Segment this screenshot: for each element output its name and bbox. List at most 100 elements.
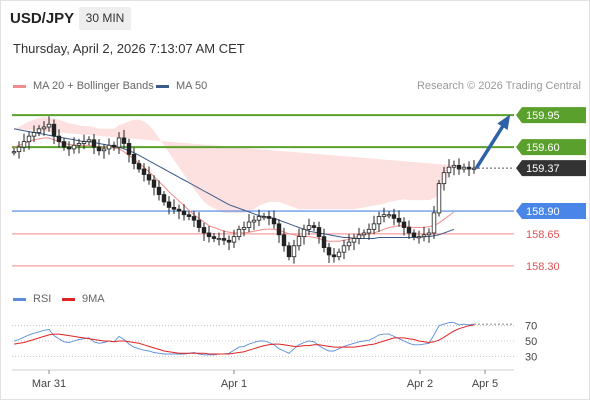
rsi-line (13, 322, 475, 356)
candle-body (426, 232, 432, 236)
level-value-159.95: 159.95 (526, 110, 560, 122)
candle-body (71, 144, 77, 150)
candle-body (101, 148, 107, 152)
candle-body (181, 210, 187, 216)
candle-body (246, 221, 252, 228)
candle-body (346, 241, 352, 247)
legend-ma50: MA 50 (156, 80, 207, 92)
candle-body (31, 132, 37, 137)
candle-body (281, 234, 287, 247)
candle-body (176, 208, 182, 212)
legend-9ma-label: 9MA (82, 293, 105, 305)
legend-rsi: RSI (13, 293, 51, 305)
legend-ma20-swatch (13, 84, 26, 88)
candle-body (401, 221, 407, 228)
candle-body (411, 232, 417, 238)
level-tag-159.37 (516, 160, 586, 177)
candle-body (416, 236, 422, 239)
legend-ma20: MA 20 + Bollinger Bands (13, 80, 154, 92)
level-value-159.60: 159.60 (526, 142, 560, 154)
level-value-158.90: 158.90 (526, 206, 560, 218)
rsi-tick-30: 30 (525, 351, 537, 363)
candle-body (36, 128, 42, 133)
candle-body (331, 254, 337, 258)
candle-body (191, 216, 197, 221)
level-labels-layer: 159.95 159.60 159.37 158.90 158.65 158.30 (516, 107, 586, 273)
legend-rsi-swatch (13, 297, 26, 301)
candle-body (41, 126, 47, 130)
legend-ma50-swatch (156, 84, 169, 88)
candle-body (286, 245, 292, 258)
candle-body (56, 135, 62, 143)
candle-body (301, 228, 307, 238)
candle-body (466, 166, 472, 170)
candle-body (136, 163, 142, 170)
candle-body (171, 206, 177, 210)
candle-body (261, 216, 267, 219)
level-tag-158.90 (516, 203, 586, 220)
candle-body (211, 236, 217, 239)
legend-rsi-label: RSI (33, 293, 52, 305)
candle-body (311, 225, 317, 228)
candle-body (336, 251, 342, 258)
candle-body (206, 232, 212, 238)
level-value-159.37: 159.37 (526, 163, 560, 175)
level-tag-159.60 (516, 139, 586, 156)
candle-body (271, 217, 277, 225)
candle-body (461, 166, 467, 170)
candle-body (141, 168, 147, 175)
candles-layer (11, 116, 477, 264)
interval-badge[interactable]: 30 MIN (79, 7, 131, 30)
credit-text: Research © 2026 Trading Central (416, 80, 581, 92)
candle-body (86, 139, 92, 143)
candle-body (436, 183, 442, 214)
candle-body (451, 164, 457, 168)
candle-body (196, 219, 202, 228)
candle-body (441, 172, 447, 185)
candle-body (391, 214, 397, 219)
candle-body (11, 151, 17, 154)
timestamp: Thursday, April 2, 2026 7:13:07 AM CET (13, 41, 245, 56)
candle-body (446, 166, 452, 174)
rsi-layer: 70 50 30 (12, 321, 537, 363)
candle-body (316, 227, 322, 238)
candle-body (371, 223, 377, 230)
bollinger-layer (14, 117, 454, 213)
time-axis: Mar 31 Apr 1 Apr 2 Apr 5 (12, 369, 514, 390)
candle-body (241, 227, 247, 230)
rsi-ma-line (13, 324, 475, 355)
legend-ma20-label: MA 20 + Bollinger Bands (33, 80, 154, 92)
candle-body (16, 146, 22, 153)
candle-body (111, 144, 117, 148)
candle-body (21, 141, 27, 148)
candle-body (356, 234, 362, 239)
candle-body (306, 225, 312, 230)
level-tag-159.95 (516, 107, 586, 124)
candle-body (91, 139, 97, 148)
candle-body (51, 123, 57, 137)
candle-body (76, 143, 82, 146)
time-tick-label: Apr 5 (472, 378, 498, 390)
level-value-158.30: 158.30 (526, 261, 560, 273)
candle-body (81, 141, 87, 144)
candle-body (396, 217, 402, 223)
legend-ma50-label: MA 50 (176, 80, 208, 92)
legend-9ma-swatch (62, 297, 75, 301)
candle-body (321, 236, 327, 248)
bollinger-band (14, 117, 454, 213)
forecast-arrow-head (497, 114, 511, 130)
level-value-158.65: 158.65 (526, 229, 560, 241)
candle-body (381, 214, 387, 217)
candle-body (131, 154, 137, 164)
candle-body (161, 194, 167, 203)
candle-body (236, 228, 242, 238)
candle-body (276, 223, 282, 236)
candle-body (406, 227, 412, 234)
candle-body (296, 236, 302, 247)
candle-body (251, 219, 257, 223)
candle-body (151, 179, 157, 188)
candle-body (351, 238, 357, 243)
candle-body (256, 216, 262, 221)
candle-body (96, 146, 102, 152)
candle-body (291, 245, 297, 258)
